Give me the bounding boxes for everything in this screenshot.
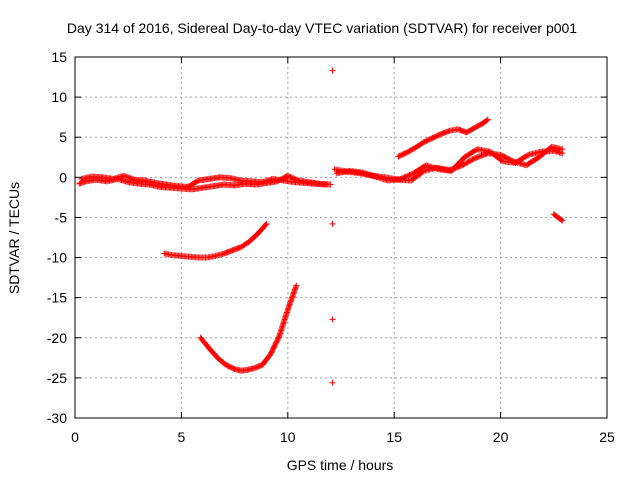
data-point [406, 172, 413, 179]
data-point [329, 316, 336, 323]
data-point [267, 350, 274, 357]
plot-frame [74, 56, 608, 419]
x-tick-label: 10 [280, 429, 296, 445]
data-point [262, 221, 269, 228]
data-point [329, 220, 336, 227]
y-tick-label: 15 [51, 49, 67, 65]
data-point [268, 348, 275, 355]
data-point [402, 173, 409, 180]
data-point [400, 174, 407, 181]
data-point [500, 153, 507, 160]
data-point [558, 216, 565, 223]
data-point [403, 173, 410, 180]
series-track-minus-10 [161, 220, 270, 261]
data-point [127, 175, 134, 182]
data-point [275, 334, 282, 341]
data-point [468, 157, 475, 164]
data-point [323, 181, 330, 188]
series-outliers [329, 67, 336, 386]
series-track-minus-24 [197, 282, 300, 374]
y-tick-label: -25 [47, 370, 67, 386]
y-tick-label: -5 [55, 209, 68, 225]
data-point [270, 344, 277, 351]
data-point [128, 175, 135, 182]
x-tick-label: 15 [386, 429, 402, 445]
data-point [124, 174, 131, 181]
series-track-main-b [78, 172, 330, 190]
y-tick-label: 0 [59, 169, 67, 185]
data-point [397, 175, 404, 182]
data-point [329, 379, 336, 386]
data-point [405, 172, 412, 179]
data-point [465, 158, 472, 165]
data-point [263, 220, 270, 227]
data-point [272, 340, 279, 347]
data-point [273, 339, 280, 346]
data-point [469, 156, 476, 163]
data-point [466, 157, 473, 164]
data-point [470, 155, 477, 162]
y-tick-label: -30 [47, 410, 67, 426]
data-point [463, 160, 470, 167]
y-axis-label: SDTVAR / TECUs [6, 182, 22, 294]
data-point [194, 178, 201, 185]
y-tick-label: 10 [51, 89, 67, 105]
x-axis-label: GPS time / hours [287, 457, 394, 473]
x-tick-label: 25 [599, 429, 615, 445]
data-point [122, 173, 129, 180]
data-point [123, 173, 130, 180]
data-point [483, 117, 490, 124]
data-point [273, 338, 280, 345]
x-axis-ticks: 0 5 10 15 20 25 [71, 57, 615, 445]
y-tick-label: -10 [47, 250, 67, 266]
data-point [460, 161, 467, 168]
y-tick-label: 5 [59, 129, 67, 145]
data-point [286, 173, 293, 180]
data-point [407, 171, 414, 178]
data-point [559, 150, 566, 157]
y-tick-label: -20 [47, 330, 67, 346]
data-point [275, 335, 282, 342]
data-point [284, 172, 291, 179]
data-point [459, 162, 466, 169]
y-axis-ticks: -30 -25 -20 -15 -10 -5 0 5 10 15 [47, 49, 607, 426]
series-track-upper [395, 116, 491, 160]
data-points [76, 67, 566, 386]
data-point [559, 217, 566, 224]
series-track-after-12-b [333, 146, 566, 184]
y-tick-label: -15 [47, 290, 67, 306]
data-point [130, 176, 137, 183]
data-point [329, 67, 336, 74]
data-point [270, 345, 277, 352]
data-point [120, 172, 127, 179]
data-point [524, 152, 531, 159]
data-point [268, 349, 275, 356]
x-tick-label: 0 [71, 429, 79, 445]
data-point [498, 157, 505, 164]
data-point [484, 116, 491, 123]
data-point [293, 282, 300, 289]
x-tick-label: 20 [493, 429, 509, 445]
series-track-late [550, 211, 566, 224]
x-tick-label: 5 [178, 429, 186, 445]
data-point [464, 159, 471, 166]
data-point [271, 343, 278, 350]
data-point [274, 336, 281, 343]
data-point [269, 347, 276, 354]
data-point [401, 174, 408, 181]
grid-lines [75, 57, 607, 418]
chart-title: Day 314 of 2016, Sidereal Day-to-day VTE… [67, 20, 577, 36]
data-point [461, 160, 468, 167]
data-point [126, 174, 133, 181]
data-point [398, 175, 405, 182]
data-point [272, 341, 279, 348]
